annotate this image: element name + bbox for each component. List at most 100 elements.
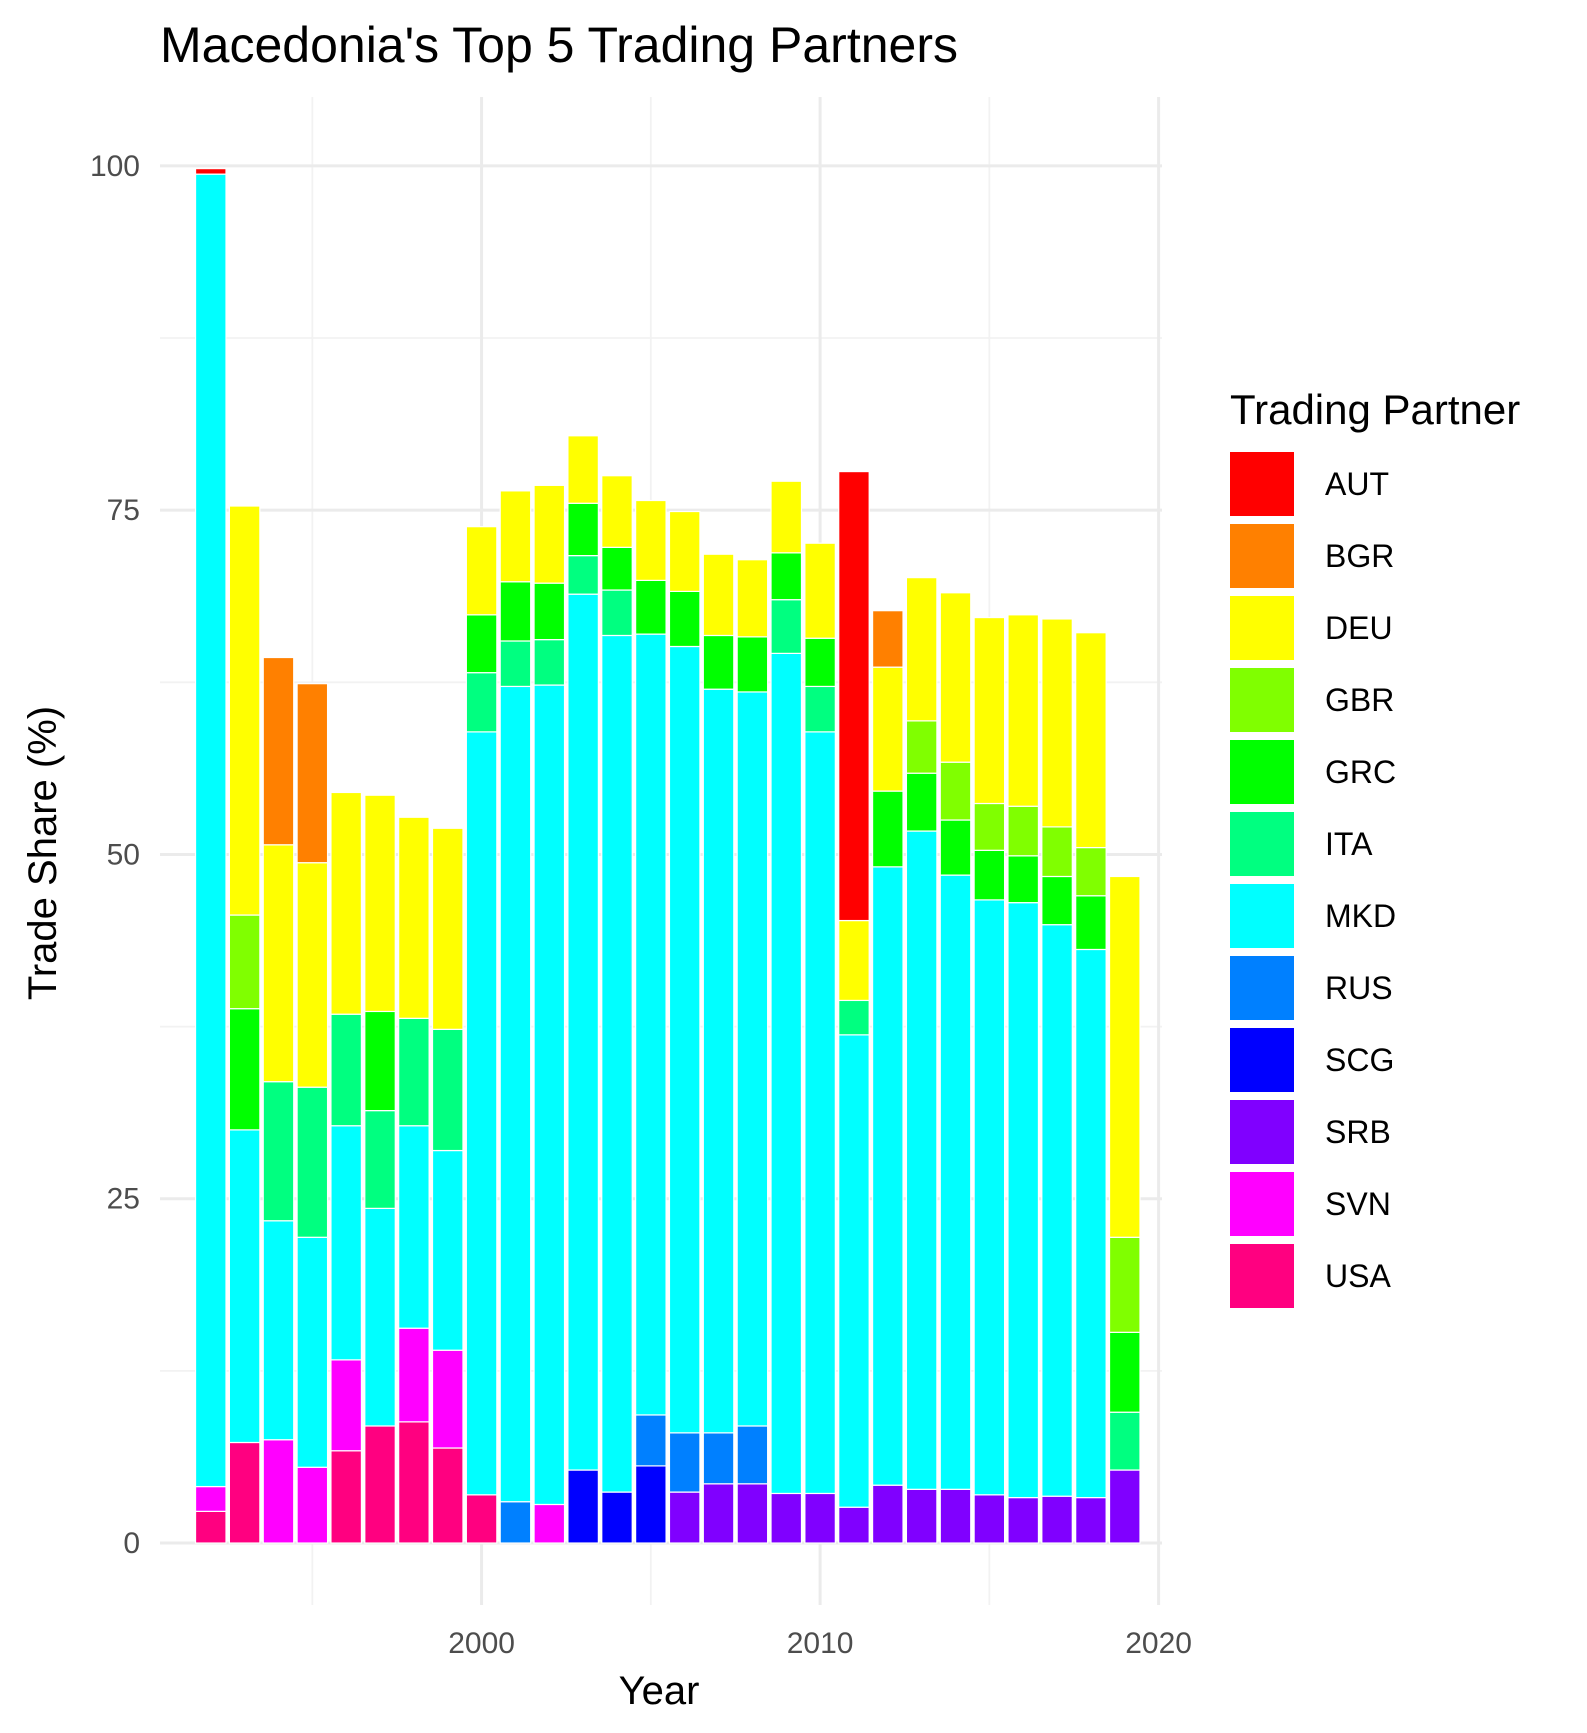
bar-segment-ita xyxy=(805,686,835,731)
x-tick-label: 2000 xyxy=(448,1627,515,1660)
bar-2006 xyxy=(669,512,699,1543)
bar-segment-srb xyxy=(805,1493,835,1543)
bar-segment-grc xyxy=(906,773,936,831)
x-tick-label: 2010 xyxy=(787,1627,854,1660)
bar-2010 xyxy=(805,543,835,1543)
bar-segment-grc xyxy=(636,580,666,634)
bar-segment-mkd xyxy=(839,1035,869,1507)
bar-segment-rus xyxy=(500,1502,530,1543)
y-tick-label: 75 xyxy=(107,494,140,527)
legend-item-deu: DEU xyxy=(1230,596,1393,660)
bar-segment-deu xyxy=(399,817,429,1018)
bar-segment-grc xyxy=(737,637,767,692)
bar-segment-deu xyxy=(433,828,463,1029)
bar-segment-grc xyxy=(1076,896,1106,950)
bar-segment-aut xyxy=(839,472,869,921)
legend-swatch xyxy=(1230,1172,1294,1236)
bar-segment-gbr xyxy=(229,915,259,1009)
bar-2015 xyxy=(974,618,1004,1543)
bar-segment-deu xyxy=(602,476,632,548)
bar-segment-ita xyxy=(1110,1412,1140,1470)
bar-2007 xyxy=(703,554,733,1543)
bar-segment-mkd xyxy=(433,1151,463,1351)
bar-2016 xyxy=(1008,615,1038,1543)
bar-segment-mkd xyxy=(1076,949,1106,1497)
legend-label: ITA xyxy=(1325,826,1373,862)
bar-segment-svn xyxy=(433,1350,463,1448)
legend-swatch xyxy=(1230,1028,1294,1092)
bar-segment-deu xyxy=(737,560,767,637)
bar-segment-grc xyxy=(873,791,903,867)
bar-segment-mkd xyxy=(263,1221,293,1440)
bar-1997 xyxy=(365,795,395,1543)
legend-label: SVN xyxy=(1325,1186,1391,1222)
bar-segment-ita xyxy=(500,641,530,686)
bar-segment-deu xyxy=(500,491,530,582)
legend-swatch xyxy=(1230,740,1294,804)
bar-segment-ita xyxy=(602,590,632,635)
bar-segment-mkd xyxy=(500,686,530,1501)
bar-segment-ita xyxy=(466,673,496,732)
bar-segment-srb xyxy=(1008,1498,1038,1543)
bar-segment-svn xyxy=(399,1328,429,1422)
legend-swatch xyxy=(1230,884,1294,948)
bar-segment-grc xyxy=(1042,876,1072,924)
bar-2000 xyxy=(466,527,496,1543)
bar-segment-gbr xyxy=(1076,848,1106,896)
bar-2011 xyxy=(839,472,869,1543)
bar-segment-srb xyxy=(1042,1496,1072,1543)
bar-2013 xyxy=(906,578,936,1543)
bar-segment-rus xyxy=(636,1415,666,1466)
bar-segment-deu xyxy=(906,578,936,721)
bar-segment-grc xyxy=(568,503,598,555)
legend-swatch xyxy=(1230,1244,1294,1308)
bar-segment-usa xyxy=(399,1422,429,1543)
bar-1995 xyxy=(297,684,327,1543)
legend-item-gbr: GBR xyxy=(1230,668,1394,732)
bar-segment-srb xyxy=(669,1492,699,1543)
bar-segment-scg xyxy=(602,1492,632,1543)
bar-segment-grc xyxy=(602,547,632,590)
legend-item-srb: SRB xyxy=(1230,1100,1391,1164)
y-axis-title: Trade Share (%) xyxy=(21,706,65,1000)
legend-label: SCG xyxy=(1325,1042,1394,1078)
bar-1994 xyxy=(263,658,293,1544)
legend-item-grc: GRC xyxy=(1230,740,1396,804)
bar-segment-deu xyxy=(365,795,395,1011)
bar-segment-deu xyxy=(263,845,293,1082)
bar-1998 xyxy=(399,817,429,1543)
bar-segment-usa xyxy=(365,1426,395,1543)
bar-segment-ita xyxy=(399,1018,429,1125)
bar-segment-mkd xyxy=(331,1126,361,1360)
y-tick-label: 100 xyxy=(90,150,140,183)
bar-segment-bgr xyxy=(297,684,327,863)
bar-segment-ita xyxy=(263,1082,293,1221)
y-tick-label: 50 xyxy=(107,838,140,871)
bar-segment-aut xyxy=(196,169,226,175)
bar-segment-deu xyxy=(229,506,259,915)
legend-item-bgr: BGR xyxy=(1230,524,1394,588)
bar-segment-mkd xyxy=(297,1237,327,1467)
bar-segment-mkd xyxy=(466,732,496,1495)
bar-segment-grc xyxy=(229,1009,259,1130)
bar-1996 xyxy=(331,792,361,1543)
bar-segment-deu xyxy=(669,512,699,592)
bar-segment-deu xyxy=(703,554,733,635)
bar-segment-mkd xyxy=(771,653,801,1493)
legend-label: AUT xyxy=(1325,466,1389,502)
bar-segment-deu xyxy=(297,863,327,1087)
bar-segment-mkd xyxy=(602,635,632,1492)
x-axis-ticks: 2000 2010 2020 xyxy=(448,1627,1192,1660)
x-axis-title: Year xyxy=(619,1669,700,1713)
bar-segment-deu xyxy=(466,527,496,615)
bar-segment-deu xyxy=(331,792,361,1014)
bar-segment-ita xyxy=(365,1111,395,1209)
legend: Trading Partner AUT BGR DEU GBR GRC ITA MKD RUS… xyxy=(1230,386,1520,1308)
bar-segment-gbr xyxy=(1110,1237,1140,1332)
bar-segment-srb xyxy=(1076,1498,1106,1543)
legend-label: MKD xyxy=(1325,898,1396,934)
bar-segment-grc xyxy=(669,591,699,646)
bar-1993 xyxy=(229,506,259,1543)
bar-segment-mkd xyxy=(737,692,767,1426)
